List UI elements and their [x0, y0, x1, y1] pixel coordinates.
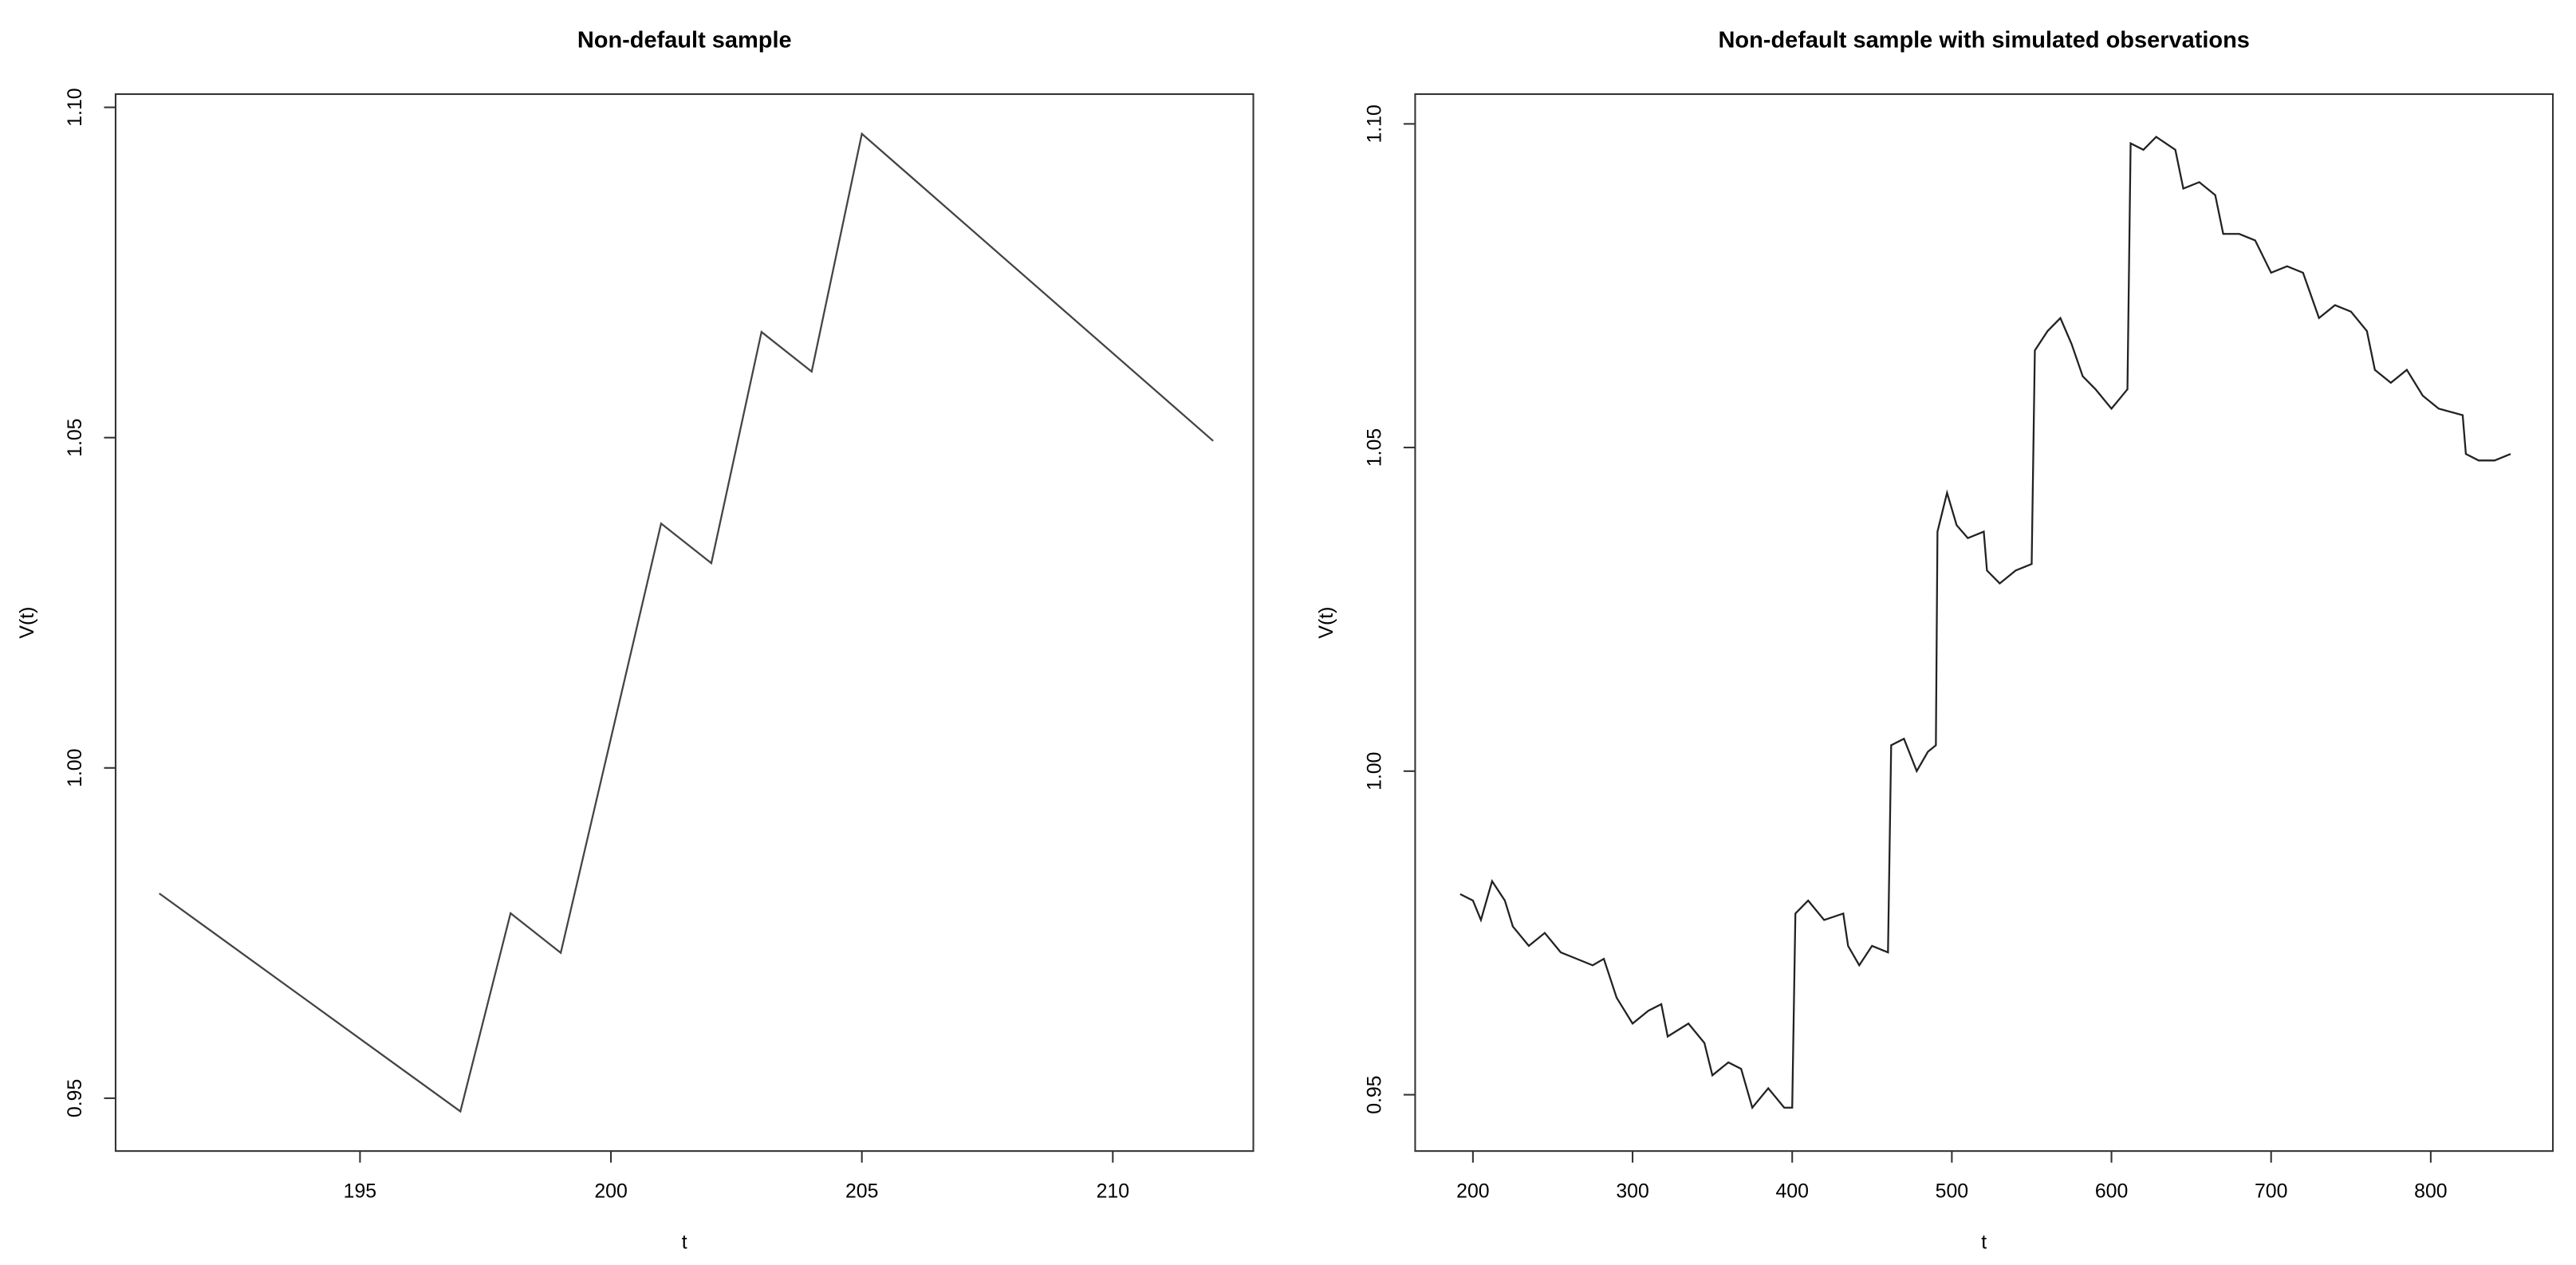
- y-tick-label: 0.95: [1364, 1075, 1385, 1113]
- x-tick-label: 500: [1936, 1180, 1968, 1202]
- y-tick-label: 0.95: [65, 1079, 86, 1117]
- y-tick-label: 1.00: [65, 749, 86, 787]
- x-tick-label: 300: [1616, 1180, 1648, 1202]
- y-tick-label: 1.05: [65, 419, 86, 457]
- x-tick-label: 800: [2414, 1180, 2447, 1202]
- x-tick-label: 400: [1775, 1180, 1808, 1202]
- x-axis-label: t: [1981, 1232, 1987, 1254]
- x-axis-label: t: [682, 1232, 687, 1254]
- x-tick-label: 200: [594, 1180, 627, 1202]
- y-axis-label: V(t): [1316, 607, 1337, 639]
- y-tick-label: 1.10: [65, 88, 86, 126]
- x-tick-label: 210: [1097, 1180, 1129, 1202]
- x-tick-label: 205: [845, 1180, 878, 1202]
- x-tick-label: 700: [2255, 1180, 2287, 1202]
- y-tick-label: 1.10: [1364, 104, 1385, 143]
- x-tick-label: 195: [344, 1180, 376, 1202]
- chart-title: Non-default sample: [577, 27, 792, 53]
- x-tick-label: 600: [2095, 1180, 2128, 1202]
- y-tick-label: 1.00: [1364, 752, 1385, 790]
- line: [159, 132, 1214, 1113]
- y-axis-label: V(t): [17, 607, 38, 639]
- plot-box: [1414, 93, 2554, 1153]
- line: [1459, 136, 2511, 1110]
- plot-box: [114, 93, 1255, 1153]
- x-tick-label: 200: [1456, 1180, 1489, 1202]
- y-tick-label: 1.05: [1364, 428, 1385, 467]
- chart-title: Non-default sample with simulated observ…: [1719, 27, 2250, 53]
